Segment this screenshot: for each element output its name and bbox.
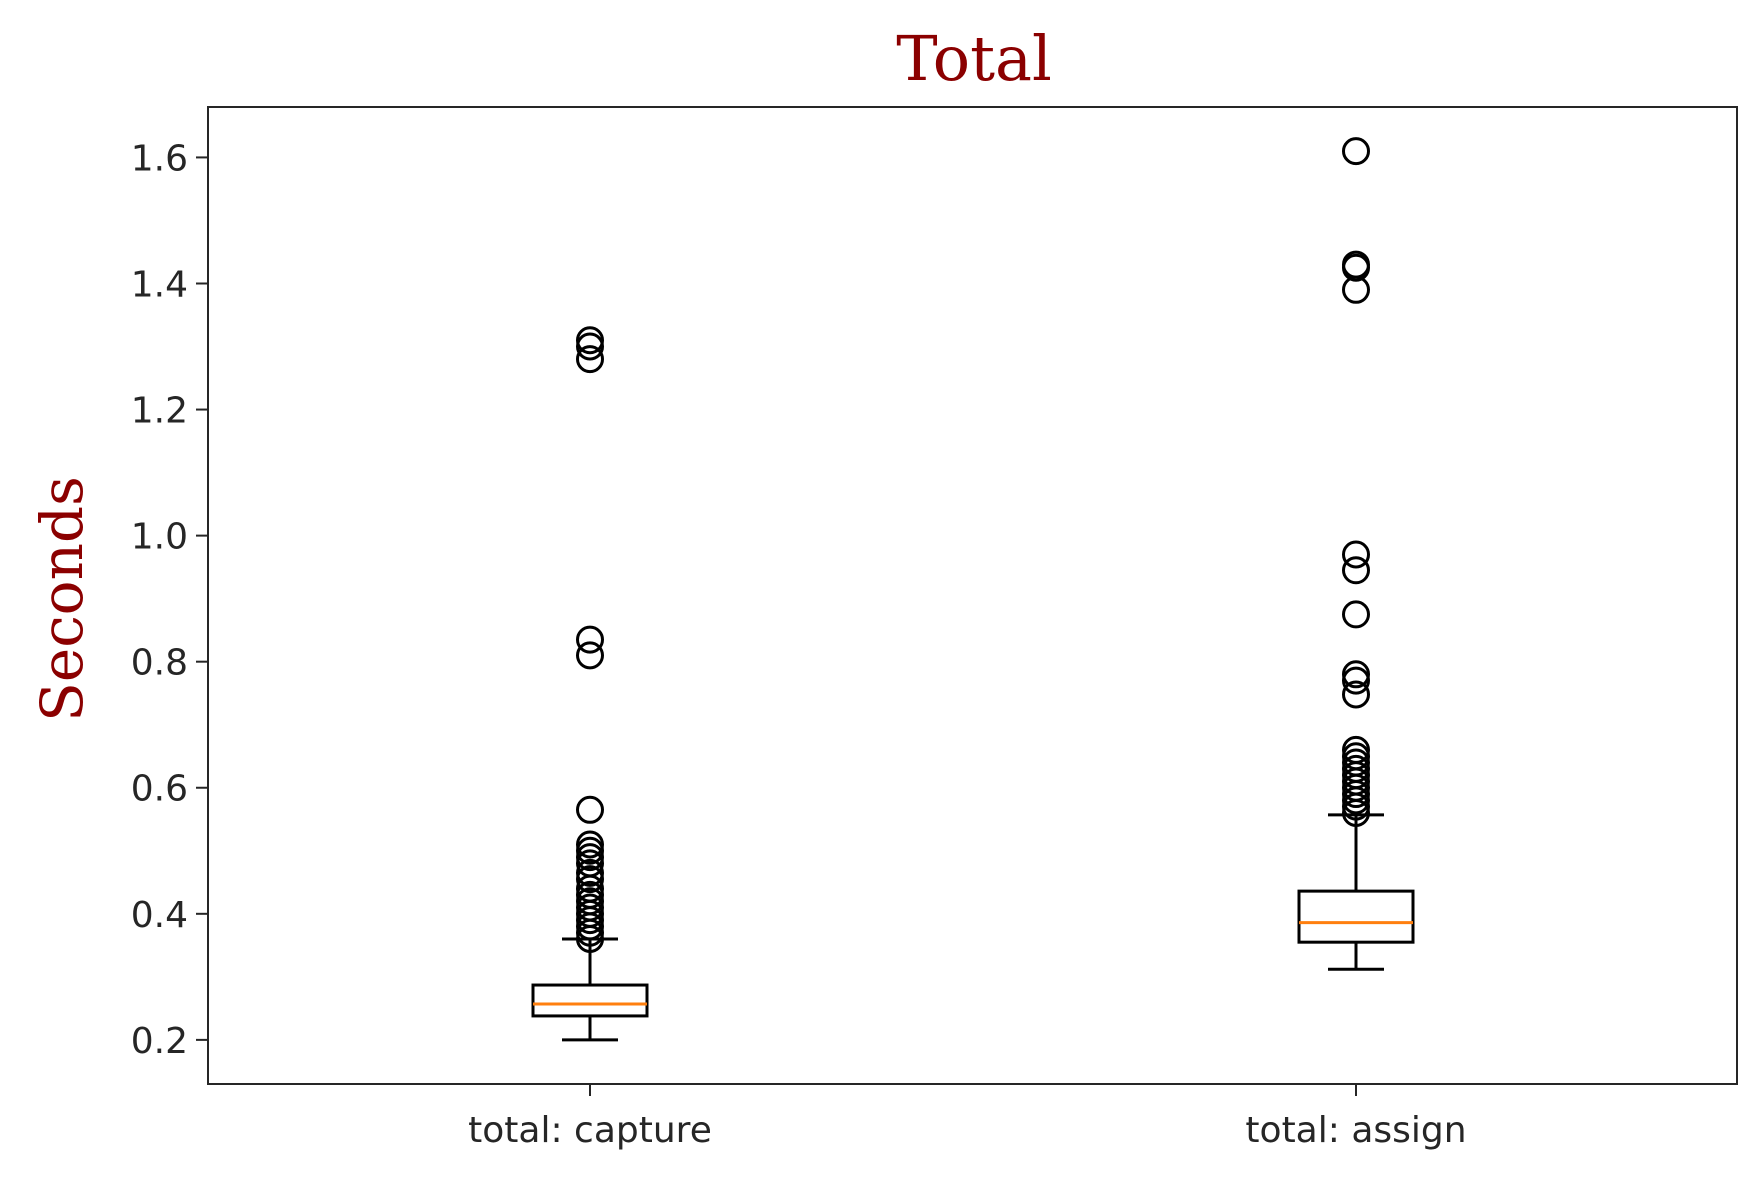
outlier-point — [576, 925, 604, 954]
outlier-point — [576, 795, 604, 824]
plot-area — [531, 137, 1415, 1042]
y-tick-label: 0.2 — [131, 1021, 188, 1062]
y-tick-label: 1.0 — [131, 517, 188, 558]
outlier-point — [576, 332, 604, 361]
box-group — [531, 326, 649, 1042]
y-tick-label: 0.4 — [131, 895, 188, 936]
outlier-point — [1342, 600, 1370, 629]
chart-title: Total — [896, 22, 1052, 95]
x-tick-label: total: assign — [1245, 1110, 1466, 1151]
outlier-point — [576, 625, 604, 654]
outlier-point — [1342, 253, 1370, 282]
y-tick-label: 1.6 — [131, 138, 188, 179]
outlier-point — [576, 345, 604, 374]
x-tick-label: total: capture — [468, 1110, 712, 1151]
y-tick-label: 0.8 — [131, 643, 188, 684]
outlier-point — [1342, 137, 1370, 166]
outlier-point — [1342, 680, 1370, 709]
y-axis-label: Seconds — [28, 476, 96, 722]
iqr-box — [1297, 889, 1415, 944]
y-axis: 0.2 0.4 0.6 0.8 1.0 1.2 1.4 1.6 — [131, 138, 208, 1062]
iqr-box — [531, 983, 649, 1018]
plot-frame — [207, 106, 1738, 1085]
outlier-point — [1342, 666, 1370, 695]
y-tick-label: 1.4 — [131, 264, 188, 305]
outlier-point — [1342, 798, 1370, 827]
outlier-point — [1342, 275, 1370, 304]
outlier-point — [576, 865, 604, 894]
y-tick-label: 0.6 — [131, 769, 188, 810]
y-tick-label: 1.2 — [131, 391, 188, 432]
outlier-point — [576, 641, 604, 670]
outlier-point — [1342, 556, 1370, 585]
x-axis: total: capture total: assign — [468, 1084, 1467, 1151]
outlier-point — [1342, 540, 1370, 569]
box-group — [1297, 137, 1415, 971]
